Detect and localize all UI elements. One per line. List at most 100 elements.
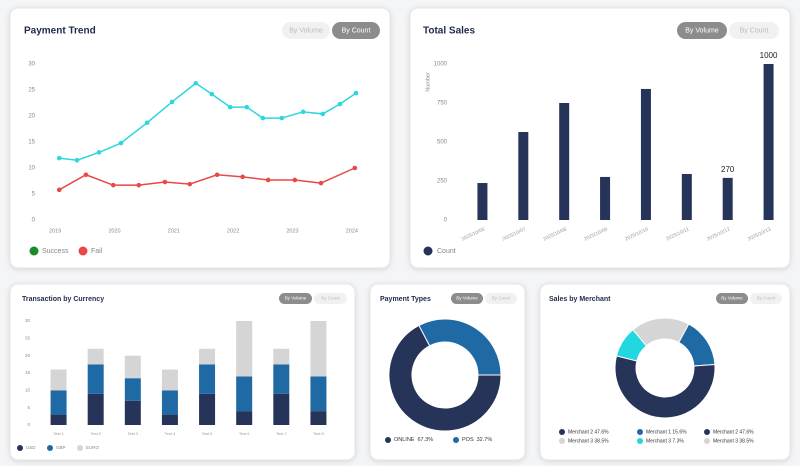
- value-label: 270: [721, 165, 735, 174]
- point: [265, 177, 271, 183]
- point: [193, 80, 199, 86]
- y-tick-label: 25: [25, 336, 31, 341]
- x-tick-label: Test 2: [90, 431, 101, 436]
- point: [353, 90, 359, 96]
- bar-segment: [161, 369, 178, 391]
- bar-segment: [199, 364, 216, 394]
- bar-segment: [236, 411, 253, 425]
- toggle-label[interactable]: By Count: [740, 27, 769, 34]
- legend-label: USD: [26, 445, 36, 450]
- toggle-button[interactable]: [279, 293, 312, 304]
- legend-swatch: [29, 246, 39, 256]
- bar: [763, 64, 774, 220]
- x-tick-label: 2020: [108, 228, 120, 234]
- toggle-button[interactable]: [750, 293, 782, 304]
- toggle-label[interactable]: By Volume: [721, 296, 743, 301]
- bar-segment: [273, 364, 290, 394]
- toggle-button[interactable]: [332, 22, 380, 39]
- bar-segment: [161, 414, 178, 425]
- bar-segment: [87, 348, 104, 365]
- bar-segment: [236, 376, 253, 412]
- bar: [600, 176, 611, 220]
- y-tick-label: 15: [28, 140, 35, 146]
- legend-label: Merchant 3 38.5%: [568, 438, 609, 444]
- toggle-label[interactable]: By Count: [321, 296, 340, 301]
- toggle-button[interactable]: [716, 293, 748, 304]
- toggle-label[interactable]: By Volume: [289, 27, 323, 34]
- toggle-label[interactable]: By Volume: [456, 296, 478, 301]
- legend-value: 32.7%: [477, 437, 493, 443]
- legend-swatch: [559, 438, 565, 444]
- x-tick-label: Test 4: [165, 431, 176, 436]
- toggle-button[interactable]: [485, 293, 517, 304]
- toggle-label[interactable]: By Volume: [285, 296, 307, 301]
- card: [409, 7, 791, 269]
- y-tick-label: 10: [28, 166, 35, 172]
- x-tick-label: Test 1: [53, 431, 64, 436]
- card-title: Total Sales: [423, 26, 475, 37]
- y-tick-label: 20: [28, 114, 35, 120]
- line: [59, 82, 357, 161]
- legend-label: Merchant 3 7.3%: [646, 438, 684, 444]
- bar-segment: [236, 321, 253, 377]
- x-tick-label: Test 8: [313, 431, 324, 436]
- donut-slice: [614, 355, 716, 419]
- bar-segment: [124, 378, 141, 401]
- y-axis-label: Number: [425, 72, 431, 92]
- bar-segment: [199, 348, 216, 365]
- toggle-button[interactable]: [314, 293, 347, 304]
- legend-swatch: [453, 437, 459, 443]
- y-tick-label: 0: [32, 218, 36, 224]
- point: [110, 182, 116, 188]
- x-tick-label: 2019: [49, 228, 61, 234]
- bar-segment: [87, 364, 104, 394]
- bar-segment: [87, 393, 104, 425]
- value-label: 1000: [760, 51, 778, 60]
- legend-label: POS 32.7%: [462, 437, 492, 443]
- bar: [518, 132, 529, 220]
- point: [240, 174, 245, 180]
- legend-name: POS: [462, 437, 474, 443]
- y-tick-label: 30: [28, 62, 35, 68]
- point: [318, 180, 324, 186]
- point: [136, 182, 142, 188]
- x-tick-label: 2022: [227, 228, 239, 234]
- point: [118, 140, 124, 146]
- toggle-label[interactable]: By Volume: [685, 27, 719, 34]
- line: [58, 167, 356, 191]
- toggle-button[interactable]: [451, 293, 483, 304]
- toggle-label[interactable]: By Count: [492, 296, 511, 301]
- point: [169, 99, 175, 105]
- bar-segment: [273, 393, 290, 425]
- point: [227, 104, 233, 110]
- legend-swatch: [704, 429, 710, 435]
- y-tick-label: 250: [437, 179, 448, 185]
- toggle-label[interactable]: By Count: [342, 27, 371, 34]
- toggle-label[interactable]: By Count: [757, 296, 776, 301]
- legend-label: Count: [437, 248, 456, 255]
- legend-label: Merchant 1 15.6%: [646, 429, 687, 435]
- legend-swatch: [637, 438, 643, 444]
- point: [214, 172, 220, 178]
- donut-slice: [418, 318, 502, 376]
- toggle-button[interactable]: [729, 22, 779, 39]
- toggle-button[interactable]: [282, 22, 330, 39]
- card-title: Sales by Merchant: [549, 296, 611, 303]
- toggle-button[interactable]: [677, 22, 727, 39]
- point: [96, 150, 102, 155]
- legend-label: ONLINE 67.3%: [394, 437, 433, 443]
- y-tick-label: 10: [25, 388, 31, 393]
- legend-swatch: [78, 246, 88, 256]
- y-tick-label: 0: [444, 218, 448, 224]
- x-tick-label: Test 5: [202, 431, 213, 436]
- point: [187, 181, 193, 187]
- point: [56, 155, 62, 161]
- card: [539, 283, 791, 461]
- x-tick-label: 2023: [286, 228, 298, 234]
- bar-segment: [50, 390, 67, 415]
- y-tick-label: 15: [25, 370, 31, 375]
- card-title: Transaction by Currency: [22, 296, 104, 303]
- bar-segment: [161, 390, 178, 415]
- point: [83, 172, 89, 178]
